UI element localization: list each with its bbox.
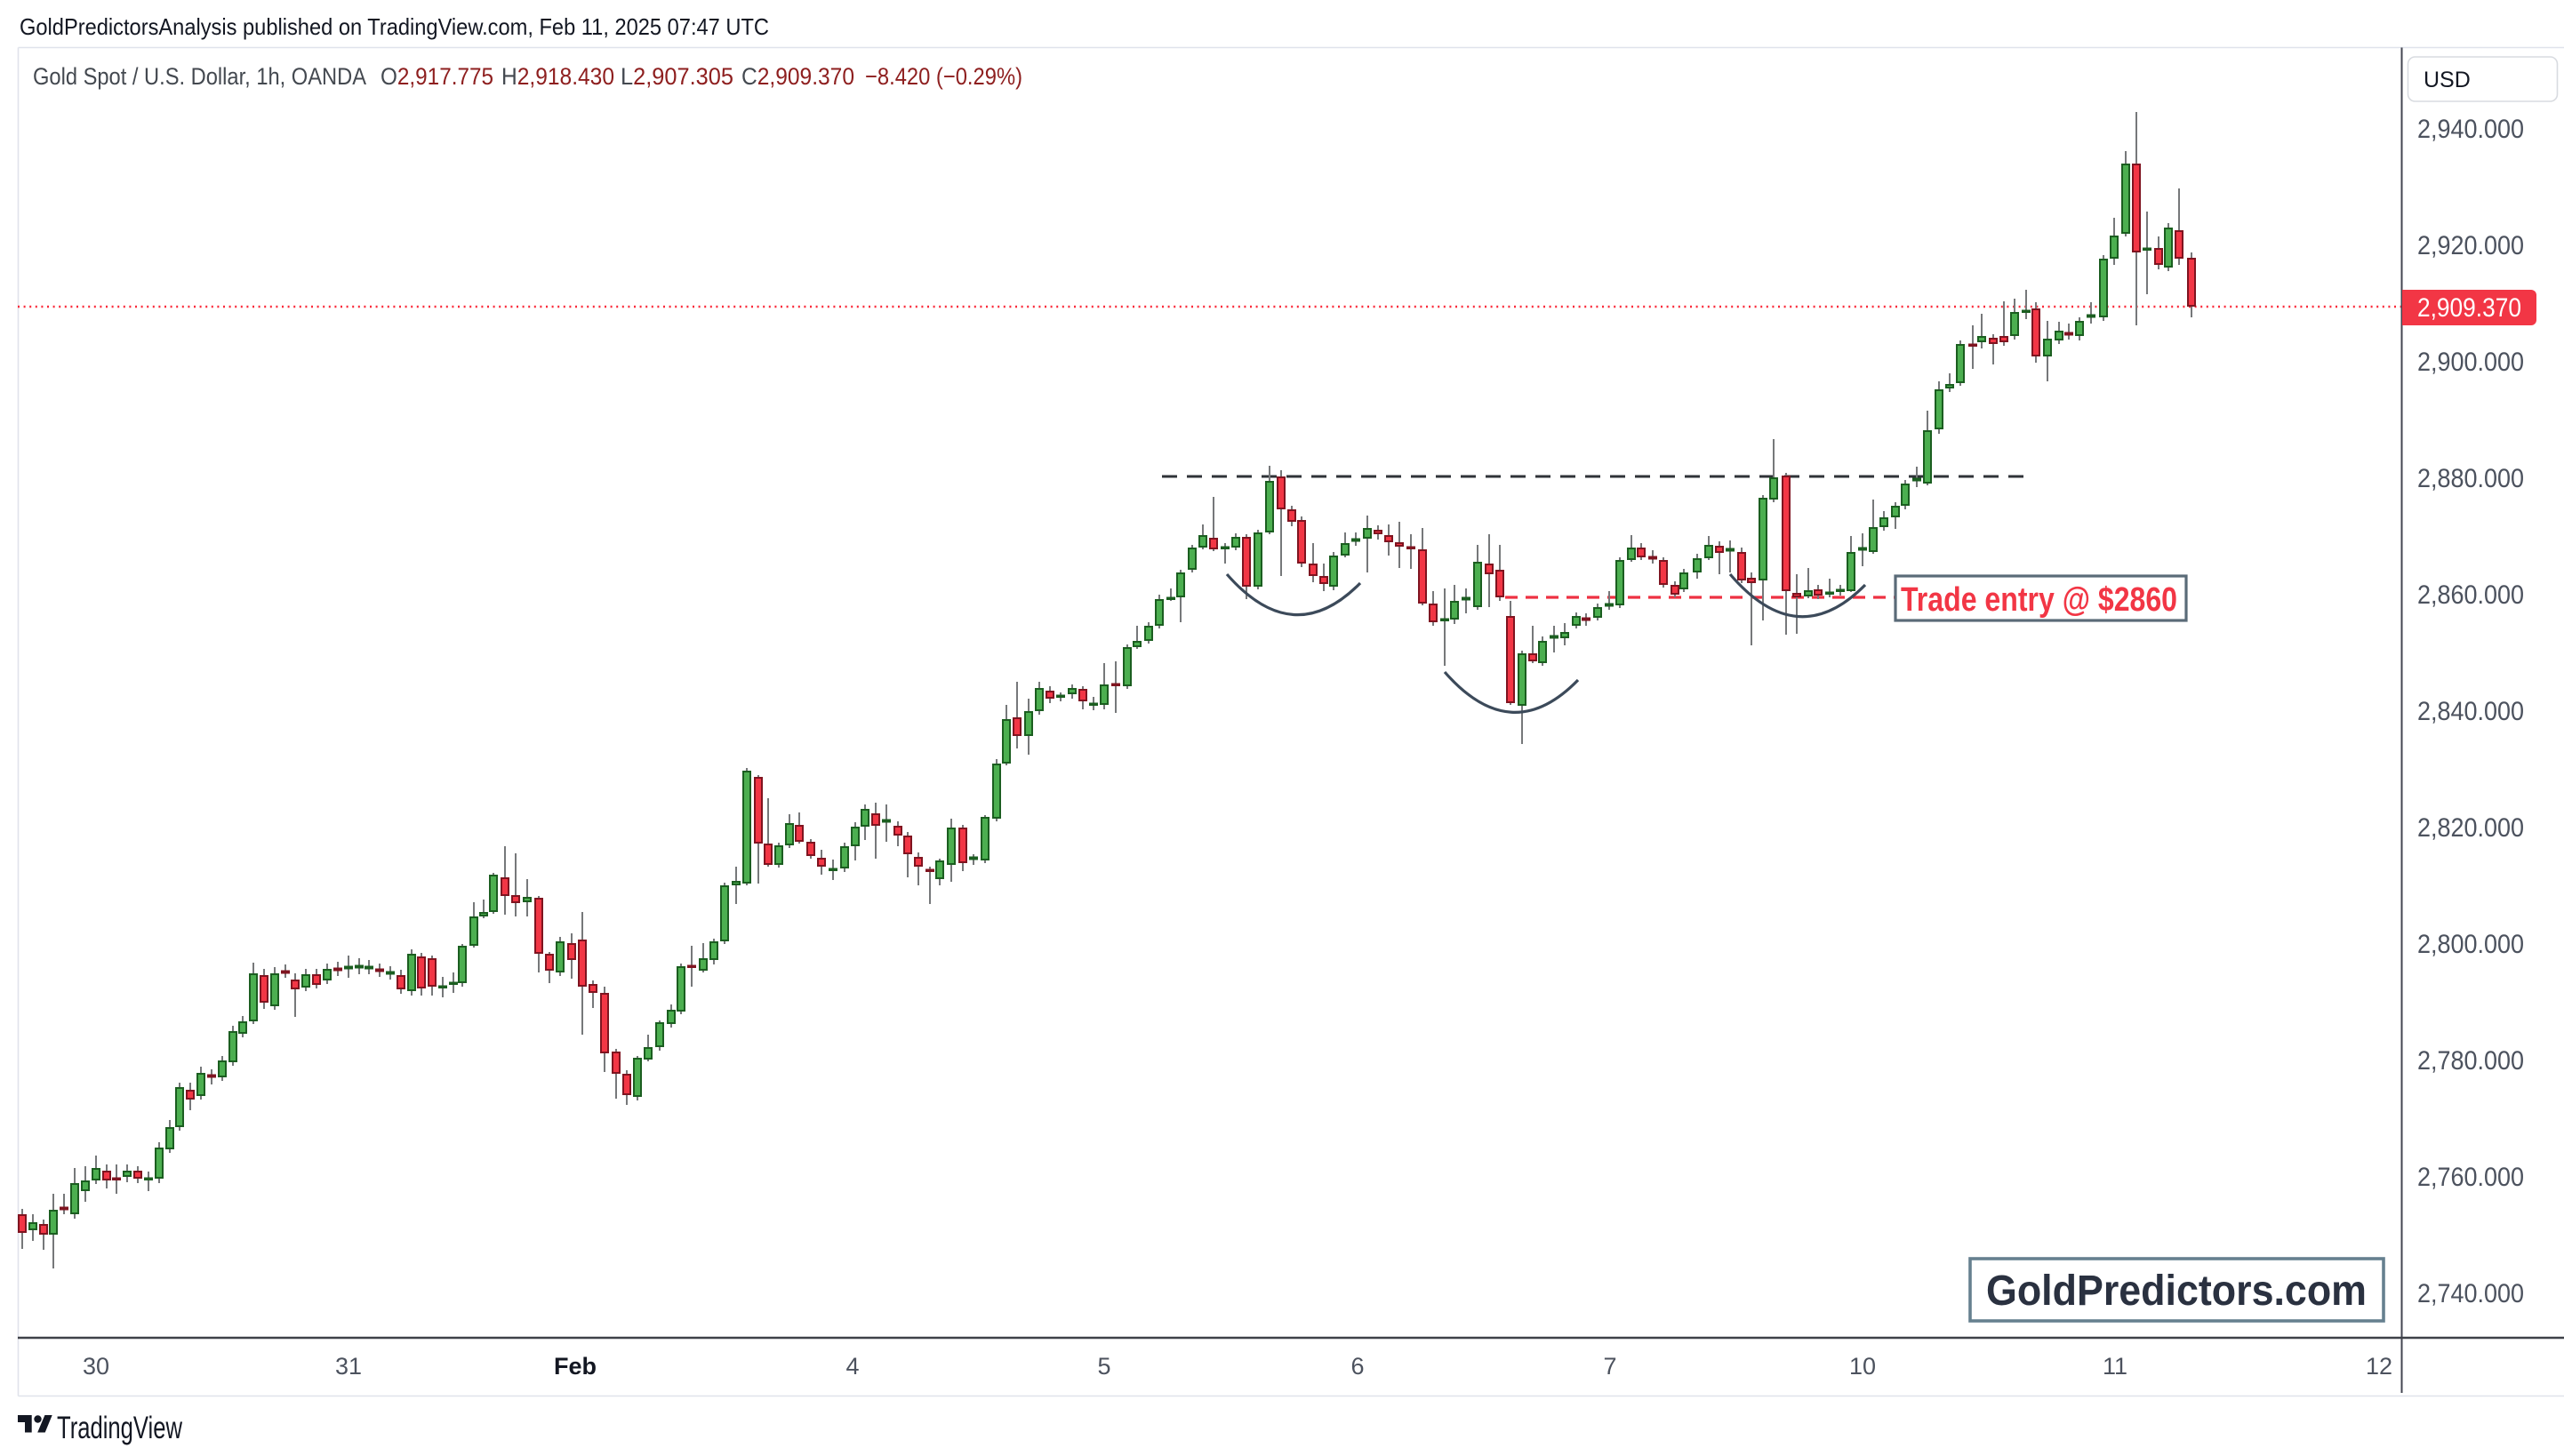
svg-text:2,760.000: 2,760.000 (2417, 1163, 2524, 1192)
svg-text:2,860.000: 2,860.000 (2417, 580, 2524, 610)
svg-text:2,740.000: 2,740.000 (2417, 1279, 2524, 1308)
svg-text:2,800.000: 2,800.000 (2417, 930, 2524, 959)
svg-text:2,780.000: 2,780.000 (2417, 1046, 2524, 1076)
svg-text:Gold Spot / U.S. Dollar, 1h, O: Gold Spot / U.S. Dollar, 1h, OANDA (33, 63, 366, 90)
svg-text:5: 5 (1097, 1353, 1110, 1380)
svg-text:2,840.000: 2,840.000 (2417, 697, 2524, 726)
svg-text:4: 4 (845, 1353, 859, 1380)
svg-text:7: 7 (1603, 1353, 1616, 1380)
svg-text:31: 31 (335, 1353, 362, 1380)
svg-text:2,940.000: 2,940.000 (2417, 115, 2524, 144)
svg-text:12: 12 (2366, 1353, 2392, 1380)
svg-text:TradingView: TradingView (57, 1411, 183, 1445)
svg-text:USD: USD (2424, 68, 2471, 92)
svg-text:H2,918.430: H2,918.430 (501, 63, 614, 90)
svg-text:GoldPredictors.com: GoldPredictors.com (1986, 1268, 2367, 1315)
svg-text:2,880.000: 2,880.000 (2417, 464, 2524, 493)
svg-text:2,820.000: 2,820.000 (2417, 813, 2524, 843)
svg-text:O2,917.775: O2,917.775 (381, 63, 493, 90)
svg-text:Trade entry @ $2860: Trade entry @ $2860 (1901, 581, 2177, 619)
svg-text:2,900.000: 2,900.000 (2417, 348, 2524, 377)
svg-text:Feb: Feb (554, 1353, 597, 1380)
svg-text:−8.420 (−0.29%): −8.420 (−0.29%) (865, 63, 1022, 90)
svg-text:30: 30 (83, 1353, 109, 1380)
svg-text:6: 6 (1350, 1353, 1364, 1380)
svg-text:2,920.000: 2,920.000 (2417, 231, 2524, 260)
svg-text:C2,909.370: C2,909.370 (741, 63, 854, 90)
svg-text:L2,907.305: L2,907.305 (621, 63, 733, 90)
svg-text:11: 11 (2103, 1353, 2127, 1380)
svg-text:10: 10 (1849, 1353, 1876, 1380)
svg-text:2,909.370: 2,909.370 (2417, 293, 2521, 323)
svg-text:GoldPredictorsAnalysis publish: GoldPredictorsAnalysis published on Trad… (20, 13, 769, 40)
